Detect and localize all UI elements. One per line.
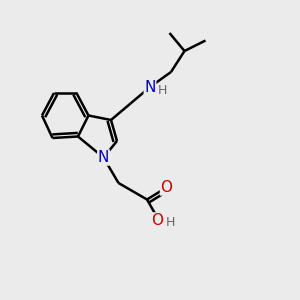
Text: H: H bbox=[166, 215, 175, 229]
Text: N: N bbox=[144, 80, 156, 94]
Text: H: H bbox=[157, 83, 167, 97]
Text: N: N bbox=[98, 150, 109, 165]
Text: O: O bbox=[160, 180, 172, 195]
Text: O: O bbox=[152, 213, 164, 228]
